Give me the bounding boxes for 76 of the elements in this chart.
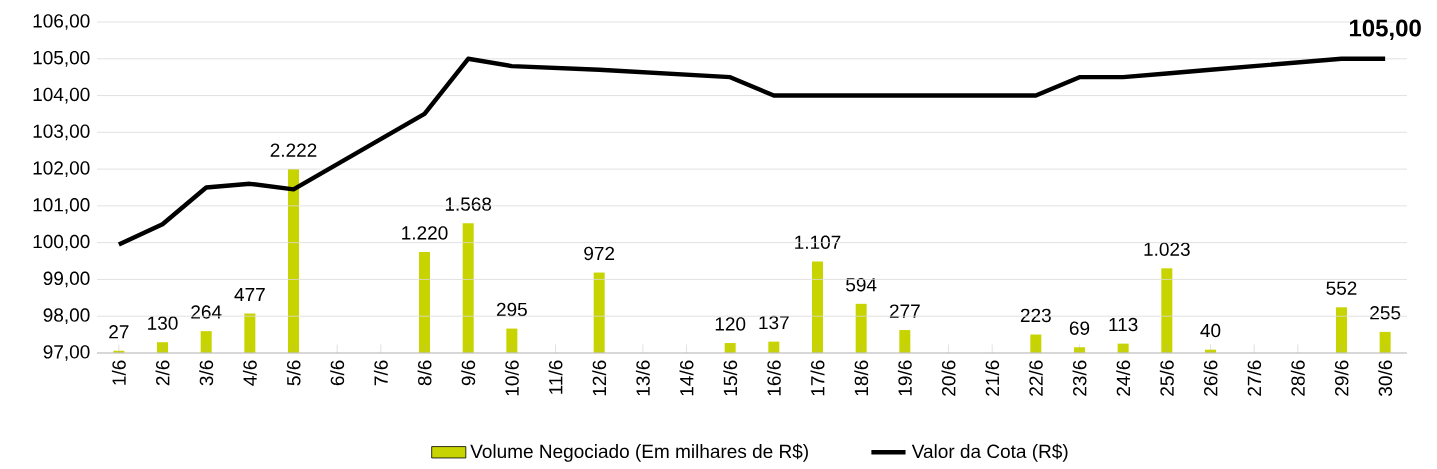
data-label: 477 bbox=[234, 288, 265, 302]
x-tick-label: 15/6 bbox=[723, 360, 738, 396]
data-label: 2.222 bbox=[270, 143, 317, 157]
bar bbox=[419, 252, 431, 354]
data-label: 277 bbox=[889, 304, 920, 318]
bar bbox=[1335, 307, 1347, 354]
bar bbox=[288, 169, 300, 354]
data-label: 69 bbox=[1069, 321, 1090, 335]
y-tick-label: 99,00 bbox=[43, 271, 90, 288]
y-tick-label: 103,00 bbox=[33, 124, 90, 141]
x-tick-label: 19/6 bbox=[897, 360, 912, 396]
data-label: 552 bbox=[1326, 281, 1357, 296]
bar bbox=[462, 223, 474, 354]
bar bbox=[1161, 268, 1173, 354]
x-tick-label: 26/6 bbox=[1203, 360, 1218, 396]
x-tick-label: 18/6 bbox=[854, 360, 869, 396]
x-tick-label: 29/6 bbox=[1334, 360, 1349, 396]
x-tick-label: 12/6 bbox=[592, 360, 607, 396]
data-label: 1.023 bbox=[1144, 242, 1190, 257]
y-tick-label: 101,00 bbox=[33, 198, 90, 214]
bar bbox=[200, 331, 212, 354]
x-tick-label: 25/6 bbox=[1159, 360, 1174, 396]
x-tick-label: 5/6 bbox=[286, 360, 301, 386]
x-tick-label: 21/6 bbox=[985, 360, 1000, 396]
data-label: 1.568 bbox=[445, 197, 492, 211]
x-tick-label: 10/6 bbox=[504, 360, 519, 396]
data-label: 1.107 bbox=[795, 235, 841, 250]
bar bbox=[593, 272, 605, 354]
y-tick-label: 104,00 bbox=[33, 87, 90, 104]
x-tick-label: 28/6 bbox=[1290, 360, 1305, 396]
x-tick-label: 6/6 bbox=[330, 360, 345, 386]
x-tick-label: 14/6 bbox=[679, 360, 694, 396]
bar bbox=[506, 328, 518, 354]
bar bbox=[244, 313, 256, 354]
x-tick-label: 11/6 bbox=[548, 360, 563, 394]
x-tick-label: 22/6 bbox=[1028, 360, 1043, 396]
y-tick-label: 105,00 bbox=[33, 51, 90, 67]
y-tick-label: 98,00 bbox=[43, 308, 90, 325]
bar bbox=[899, 330, 911, 354]
x-tick-label: 24/6 bbox=[1116, 360, 1131, 396]
legend-label: Volume Negociado (Em milhares de R$) bbox=[470, 443, 808, 462]
data-label: 295 bbox=[496, 302, 527, 317]
data-label: 972 bbox=[584, 246, 615, 261]
data-label: 1.220 bbox=[402, 226, 448, 240]
data-label: 27 bbox=[109, 325, 129, 339]
bar bbox=[811, 261, 823, 354]
x-tick-label: 20/6 bbox=[941, 360, 956, 396]
x-tick-label: 16/6 bbox=[766, 360, 781, 396]
x-tick-label: 2/6 bbox=[155, 360, 170, 386]
data-label: 594 bbox=[846, 278, 877, 292]
x-tick-label: 17/6 bbox=[810, 360, 825, 396]
data-label: 223 bbox=[1020, 308, 1051, 323]
x-tick-label: 30/6 bbox=[1378, 360, 1393, 397]
data-label: 255 bbox=[1370, 306, 1401, 320]
x-tick-label: 7/6 bbox=[373, 360, 388, 386]
x-tick-label: 9/6 bbox=[461, 360, 476, 386]
data-label: 130 bbox=[148, 316, 178, 330]
data-label: 113 bbox=[1109, 317, 1138, 332]
legend-label: Valor da Cota (R$) bbox=[911, 443, 1068, 462]
data-label: 120 bbox=[715, 317, 746, 331]
x-tick-label: 27/6 bbox=[1247, 360, 1262, 396]
y-tick-label: 102,00 bbox=[33, 161, 90, 178]
y-tick-label: 106,00 bbox=[33, 14, 90, 30]
data-label: 264 bbox=[191, 305, 222, 319]
x-tick-label: 3/6 bbox=[199, 360, 214, 386]
x-tick-label: 8/6 bbox=[417, 360, 432, 386]
x-tick-label: 23/6 bbox=[1072, 360, 1087, 396]
bar bbox=[855, 303, 867, 354]
data-label: 40 bbox=[1200, 323, 1221, 338]
y-tick-label: 100,00 bbox=[33, 234, 90, 251]
x-tick-label: 4/6 bbox=[242, 360, 257, 386]
y-tick-label: 97,00 bbox=[43, 345, 90, 361]
data-label: 137 bbox=[759, 315, 789, 330]
x-tick-label: 13/6 bbox=[635, 360, 650, 396]
x-tick-label: 1/6 bbox=[111, 360, 126, 385]
annotation: 105,00 bbox=[1349, 19, 1421, 41]
